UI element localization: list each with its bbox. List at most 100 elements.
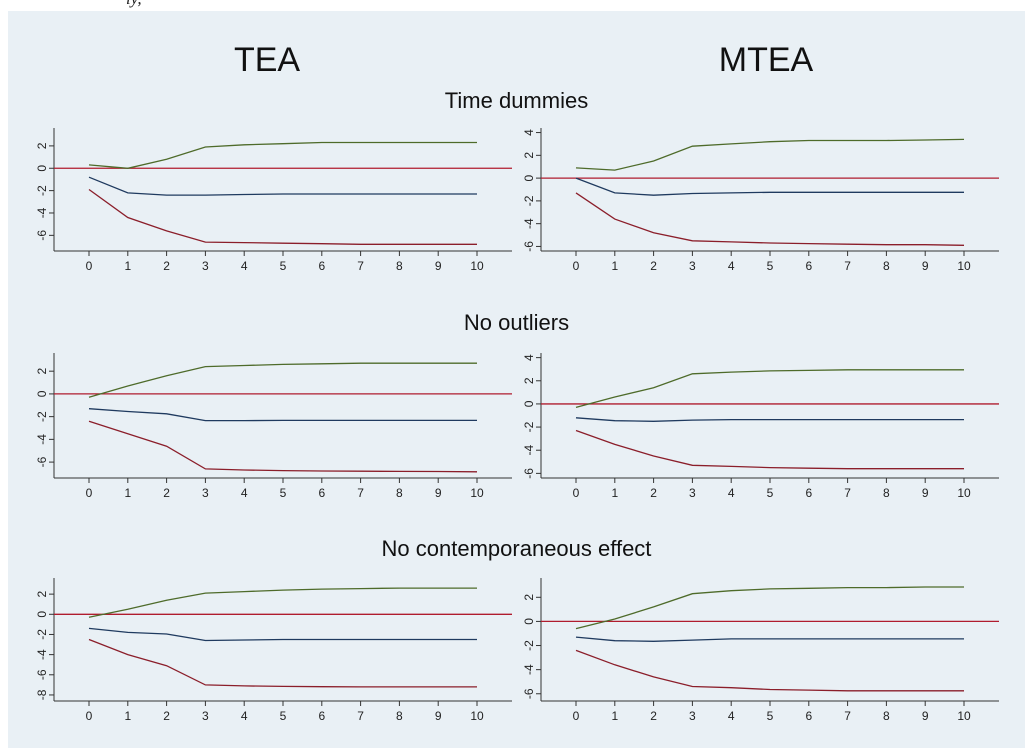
x-tick-label: 6 — [318, 709, 325, 723]
series-line-estimate — [88, 408, 477, 422]
x-tick-label: 4 — [241, 709, 248, 723]
x-tick-label: 5 — [767, 486, 774, 500]
series-line-lower — [88, 638, 477, 688]
x-tick-label: 10 — [957, 709, 971, 723]
x-tick-label: 6 — [318, 259, 325, 273]
top-fragment-text: ly, — [126, 0, 142, 9]
x-tick-label: 1 — [124, 259, 131, 273]
x-tick-label: 1 — [611, 486, 618, 500]
x-tick-label: 3 — [689, 709, 696, 723]
series-line-estimate — [575, 417, 964, 422]
y-tick-label: -2 — [35, 629, 49, 640]
series-line-upper — [88, 141, 477, 169]
y-tick-label: -4 — [35, 649, 49, 660]
x-tick-label: 7 — [844, 259, 851, 273]
x-tick-label: 5 — [767, 709, 774, 723]
x-tick-label: 3 — [689, 259, 696, 273]
series-line-upper — [575, 586, 964, 630]
y-tick-label: 0 — [35, 390, 49, 397]
x-tick-label: 0 — [86, 259, 93, 273]
y-tick-label: -4 — [522, 218, 536, 229]
series-line-lower — [88, 188, 477, 245]
x-tick-label: 3 — [202, 486, 209, 500]
x-tick-label: 2 — [163, 486, 170, 500]
x-tick-label: 6 — [805, 709, 812, 723]
y-tick-label: 2 — [35, 590, 49, 597]
x-tick-label: 4 — [728, 486, 735, 500]
x-tick-label: 8 — [883, 709, 890, 723]
series-line-lower — [575, 649, 964, 692]
chart-panel-4: 0 1 2 3 4 5 6 7 8 9 10 4 2 0 -2 -4 -6 — [522, 353, 999, 500]
series-line-upper — [88, 362, 477, 398]
x-tick-label: 9 — [435, 486, 442, 500]
x-tick-label: 3 — [202, 259, 209, 273]
y-tick-label: -2 — [522, 195, 536, 206]
y-tick-label: -2 — [522, 421, 536, 432]
y-tick-label: 2 — [35, 368, 49, 375]
y-tick-label: -6 — [35, 669, 49, 680]
x-tick-label: 6 — [805, 486, 812, 500]
row-title-time-dummies: Time dummies — [444, 88, 589, 113]
x-tick-label: 6 — [805, 259, 812, 273]
y-tick-label: -2 — [35, 411, 49, 422]
y-tick-label: -4 — [35, 207, 49, 218]
y-tick-label: -6 — [35, 230, 49, 241]
x-tick-label: 9 — [435, 259, 442, 273]
x-tick-label: 6 — [318, 486, 325, 500]
x-tick-label: 7 — [357, 486, 364, 500]
x-tick-label: 10 — [957, 486, 971, 500]
x-tick-label: 3 — [202, 709, 209, 723]
series-line-estimate — [575, 636, 964, 642]
x-tick-label: 0 — [86, 486, 93, 500]
series-line-lower — [575, 429, 964, 470]
x-tick-label: 7 — [357, 709, 364, 723]
series-line-estimate — [575, 177, 964, 196]
chart-panel-5: 0 1 2 3 4 5 6 7 8 9 10 2 0 -2 -4 -6 -8 — [35, 578, 512, 723]
chart-panel-3: 0 1 2 3 4 5 6 7 8 9 10 2 0 -2 -4 -6 — [35, 353, 512, 500]
x-tick-label: 8 — [883, 486, 890, 500]
x-tick-label: 4 — [728, 259, 735, 273]
y-tick-label: -6 — [522, 468, 536, 479]
y-tick-label: -4 — [35, 434, 49, 445]
chart-panel-2: 0 1 2 3 4 5 6 7 8 9 10 4 2 0 -2 -4 -6 — [522, 128, 999, 273]
y-tick-label: -8 — [35, 689, 49, 700]
x-tick-label: 0 — [86, 709, 93, 723]
x-tick-label: 3 — [689, 486, 696, 500]
x-tick-label: 0 — [573, 486, 580, 500]
x-tick-label: 9 — [435, 709, 442, 723]
x-tick-label: 7 — [844, 486, 851, 500]
chart-panel-1: 0 1 2 3 4 5 6 7 8 9 10 2 0 -2 -4 -6 — [35, 128, 512, 273]
x-tick-label: 4 — [728, 709, 735, 723]
y-tick-label: -4 — [522, 664, 536, 675]
x-tick-label: 5 — [280, 259, 287, 273]
series-line-estimate — [88, 176, 477, 196]
x-tick-label: 2 — [650, 486, 657, 500]
series-line-upper — [575, 138, 965, 171]
x-tick-label: 1 — [611, 709, 618, 723]
top-text-fragment: ly, — [0, 0, 340, 10]
column-title-mtea: MTEA — [718, 41, 814, 79]
x-tick-label: 4 — [241, 486, 248, 500]
x-tick-label: 5 — [280, 709, 287, 723]
x-tick-label: 1 — [124, 486, 131, 500]
x-tick-label: 10 — [470, 709, 484, 723]
row-title-no-contemporaneous-effect: No contemporaneous effect — [381, 536, 652, 561]
chart-panel-6: 0 1 2 3 4 5 6 7 8 9 10 2 0 -2 -4 -6 — [522, 578, 999, 723]
series-line-upper — [575, 369, 964, 409]
x-tick-label: 8 — [396, 486, 403, 500]
x-tick-label: 7 — [357, 259, 364, 273]
y-tick-label: -6 — [522, 241, 536, 252]
figure-area: TEA MTEA Time dummies No outliers No con… — [8, 11, 1025, 748]
y-tick-label: 4 — [522, 354, 536, 361]
y-tick-label: 0 — [522, 618, 536, 625]
series-line-estimate — [88, 627, 477, 642]
y-tick-label: -4 — [522, 445, 536, 456]
series-line-lower — [88, 420, 478, 473]
x-tick-label: 10 — [470, 259, 484, 273]
y-tick-label: -2 — [522, 640, 536, 651]
x-tick-label: 5 — [280, 486, 287, 500]
y-tick-label: 2 — [522, 152, 536, 159]
y-tick-label: 0 — [522, 174, 536, 181]
y-tick-label: 0 — [522, 400, 536, 407]
y-tick-label: 2 — [35, 142, 49, 149]
